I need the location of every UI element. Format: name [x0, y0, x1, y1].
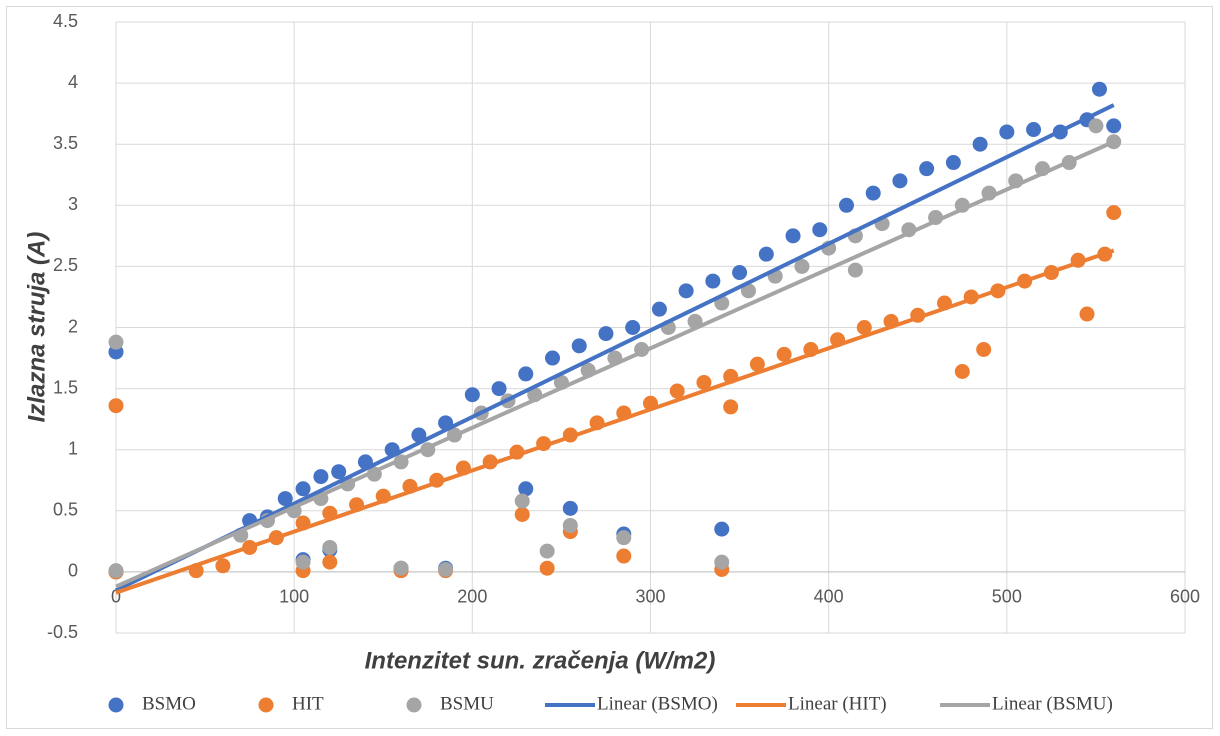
legend-label: BSMU — [440, 693, 494, 714]
point — [518, 366, 534, 382]
point — [892, 173, 908, 189]
point — [669, 383, 685, 399]
point — [393, 560, 409, 576]
point — [999, 124, 1015, 140]
point — [865, 185, 881, 201]
point — [322, 554, 338, 570]
legend-label: Linear (BSMO) — [597, 693, 718, 714]
y-tick-label: 3.5 — [53, 133, 78, 153]
point — [108, 563, 124, 579]
point — [438, 561, 454, 577]
point — [108, 334, 124, 350]
x-tick-label: 500 — [992, 587, 1022, 607]
point — [847, 262, 863, 278]
point — [295, 554, 311, 570]
y-tick-label: 2 — [68, 316, 78, 336]
y-tick-label: 0.5 — [53, 500, 78, 520]
point — [295, 481, 311, 497]
legend-label: Linear (BSMU) — [992, 693, 1113, 714]
point — [411, 427, 427, 443]
y-tick-label: 4.5 — [53, 11, 78, 31]
point — [794, 258, 810, 274]
legend-label: BSMO — [142, 693, 196, 714]
point — [598, 326, 614, 342]
y-tick-label: 1 — [68, 438, 78, 458]
point — [723, 399, 739, 415]
x-tick-label: 300 — [635, 587, 665, 607]
y-tick-label: 2.5 — [53, 255, 78, 275]
point — [812, 222, 828, 238]
point — [514, 493, 530, 509]
legend-marker — [108, 697, 124, 713]
point — [714, 554, 730, 570]
point — [616, 530, 632, 546]
point — [714, 521, 730, 537]
x-tick-label: 100 — [279, 587, 309, 607]
point — [732, 265, 748, 281]
point — [1088, 118, 1104, 134]
point — [491, 381, 507, 397]
y-tick-label: 0 — [68, 561, 78, 581]
point — [1106, 205, 1122, 221]
point — [1106, 118, 1122, 134]
point — [539, 543, 555, 559]
point — [545, 350, 561, 366]
legend-marker — [406, 697, 422, 713]
point — [616, 548, 632, 564]
point — [108, 398, 124, 414]
y-tick-label: 4 — [68, 72, 78, 92]
point — [972, 136, 988, 152]
point — [625, 320, 641, 335]
point — [562, 500, 578, 516]
point — [856, 320, 872, 335]
legend-label: HIT — [292, 693, 324, 714]
point — [322, 539, 338, 555]
point — [945, 155, 961, 171]
point — [785, 228, 801, 244]
point — [562, 517, 578, 533]
point — [313, 469, 329, 485]
point — [740, 283, 756, 299]
point — [1026, 122, 1042, 138]
point — [464, 387, 480, 403]
x-axis-title: Intenzitet sun. zračenja (W/m2) — [365, 647, 716, 674]
trend-line — [115, 103, 1115, 593]
point — [518, 481, 534, 497]
point — [838, 197, 854, 213]
y-tick-label: -0.5 — [47, 622, 78, 642]
point — [651, 301, 667, 317]
point — [696, 374, 712, 390]
legend-label: Linear (HIT) — [788, 693, 887, 714]
y-axis-title: Izlazna struja (A) — [23, 232, 50, 423]
x-tick-label: 600 — [1170, 587, 1200, 607]
y-tick-label: 3 — [68, 194, 78, 214]
point — [539, 560, 555, 576]
x-tick-label: 200 — [457, 587, 487, 607]
point — [776, 346, 792, 362]
point — [571, 338, 587, 354]
y-tick-label: 1.5 — [53, 377, 78, 397]
point — [1091, 81, 1107, 97]
point — [1079, 306, 1095, 322]
point — [215, 558, 231, 574]
point — [976, 341, 992, 357]
point — [678, 283, 694, 299]
point — [954, 363, 970, 379]
point — [758, 246, 774, 262]
point — [919, 161, 935, 177]
point — [705, 273, 721, 289]
point — [514, 506, 530, 522]
point — [331, 464, 347, 480]
legend-marker — [258, 697, 274, 713]
trend-line — [115, 139, 1115, 589]
point — [277, 491, 293, 507]
point — [749, 356, 765, 372]
x-tick-label: 0 — [111, 587, 121, 607]
x-tick-label: 400 — [814, 587, 844, 607]
trend-line — [115, 248, 1115, 595]
